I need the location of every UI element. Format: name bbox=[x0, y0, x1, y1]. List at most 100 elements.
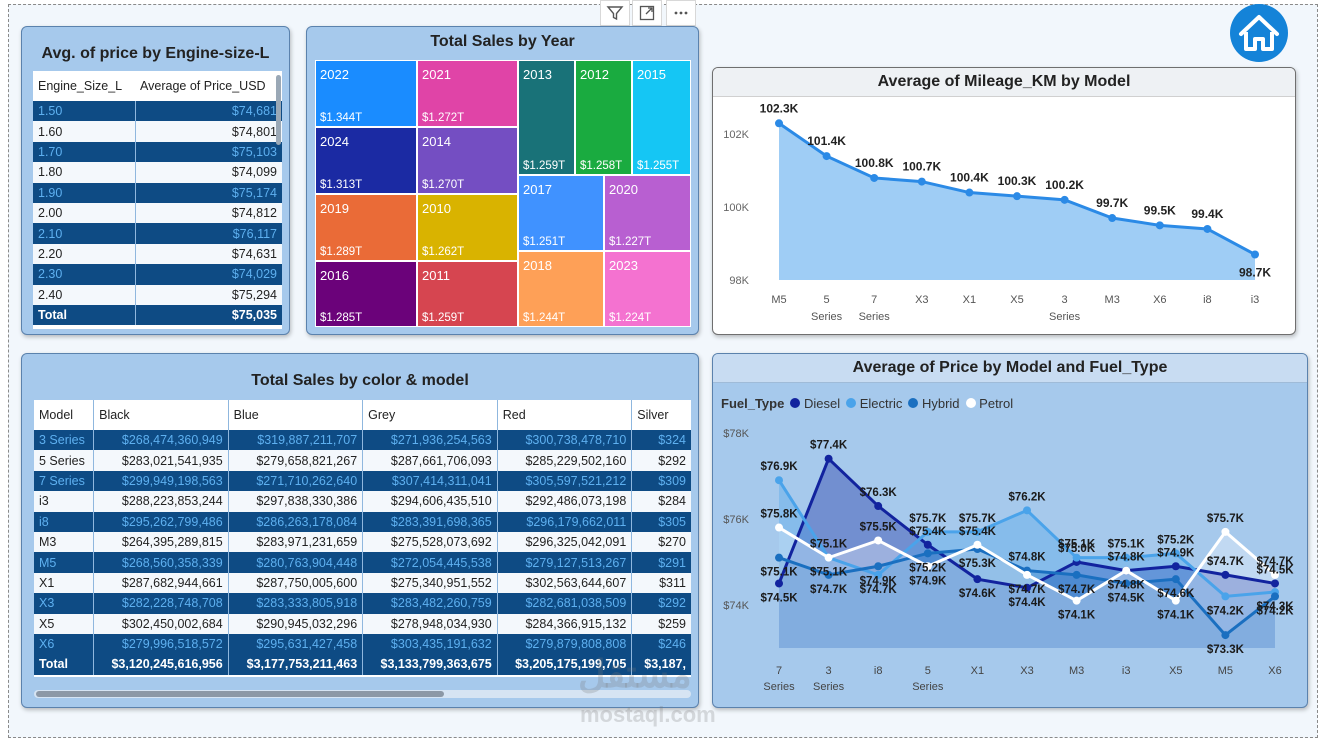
table-row[interactable]: i8 $295,262,799,486 $286,263,178,084 $283,3… bbox=[34, 511, 691, 532]
point-electric[interactable] bbox=[1023, 506, 1031, 515]
legend-electric[interactable]: Electric bbox=[846, 396, 902, 411]
mileage-point[interactable] bbox=[917, 177, 926, 186]
treemap-cell-2022[interactable]: 2022 $1.344T bbox=[315, 60, 417, 127]
table-row[interactable]: X5 $302,450,002,684 $290,945,032,296 $278,9… bbox=[34, 613, 691, 634]
point-electric[interactable] bbox=[775, 476, 783, 485]
point-petrol[interactable] bbox=[923, 562, 932, 571]
filter-icon[interactable] bbox=[600, 0, 630, 26]
home-button[interactable] bbox=[1230, 4, 1288, 62]
col-header-grey[interactable]: Grey bbox=[362, 400, 498, 430]
point-petrol[interactable] bbox=[874, 536, 883, 545]
mileage-point[interactable] bbox=[965, 188, 974, 197]
point-petrol[interactable] bbox=[775, 523, 783, 532]
col-average-price[interactable]: Average of Price_USD bbox=[140, 79, 266, 93]
mileage-point[interactable] bbox=[1251, 250, 1259, 259]
mileage-point[interactable] bbox=[1060, 195, 1069, 204]
mileage-point[interactable] bbox=[822, 152, 831, 161]
col-engine-size[interactable]: Engine_Size_L bbox=[38, 79, 123, 93]
treemap-cell-2012[interactable]: 2012 $1.258T bbox=[575, 60, 632, 175]
engine-size-table[interactable]: Engine_Size_L Average of Price_USD 1.50 $… bbox=[33, 71, 282, 329]
point-petrol[interactable] bbox=[1023, 570, 1031, 579]
point-hybrid[interactable] bbox=[1171, 575, 1180, 584]
point-petrol[interactable] bbox=[824, 553, 833, 562]
point-electric[interactable] bbox=[973, 527, 982, 536]
point-petrol[interactable] bbox=[1072, 596, 1081, 605]
treemap-cell-2019[interactable]: 2019 $1.289T bbox=[315, 194, 417, 261]
table-row[interactable]: M5 $268,560,358,339 $280,763,904,448 $272,0… bbox=[34, 552, 691, 573]
table-row[interactable]: 3 Series $268,474,360,949 $319,887,211,707… bbox=[34, 430, 691, 451]
treemap-cell-2016[interactable]: 2016 $1.285T bbox=[315, 261, 417, 327]
point-petrol[interactable] bbox=[1122, 566, 1131, 575]
color-model-table[interactable]: Model Black Blue Grey Red Silver 3 Series $268… bbox=[34, 400, 691, 677]
point-electric[interactable] bbox=[1171, 549, 1180, 558]
treemap-cell-2010[interactable]: 2010 $1.262T bbox=[417, 194, 518, 261]
legend-petrol[interactable]: Petrol bbox=[965, 396, 1013, 411]
col-header-blue[interactable]: Blue bbox=[227, 400, 363, 430]
point-hybrid[interactable] bbox=[1271, 592, 1279, 601]
point-hybrid[interactable] bbox=[1122, 579, 1131, 588]
treemap-cell-2017[interactable]: 2017 $1.251T bbox=[518, 175, 604, 251]
treemap-cell-2015[interactable]: 2015 $1.255T bbox=[632, 60, 691, 175]
more-options-icon[interactable] bbox=[666, 0, 696, 26]
point-hybrid[interactable] bbox=[775, 553, 783, 562]
table-row[interactable]: X3 $282,228,748,708 $283,333,805,918 $283,4… bbox=[34, 593, 691, 614]
table-row[interactable]: X6 $279,996,518,572 $295,631,427,458 $303,4… bbox=[34, 633, 691, 655]
point-diesel[interactable] bbox=[1171, 562, 1180, 571]
point-hybrid[interactable] bbox=[1221, 631, 1230, 640]
treemap-cell-2011[interactable]: 2011 $1.259T bbox=[417, 261, 518, 327]
mileage-point[interactable] bbox=[1013, 192, 1021, 201]
point-diesel[interactable] bbox=[824, 454, 833, 463]
point-petrol[interactable] bbox=[1271, 570, 1279, 579]
table-scrollbar[interactable] bbox=[276, 75, 281, 145]
point-hybrid[interactable] bbox=[1072, 570, 1081, 579]
point-hybrid[interactable] bbox=[923, 549, 932, 558]
legend-diesel[interactable]: Diesel bbox=[790, 396, 840, 411]
point-diesel[interactable] bbox=[874, 502, 883, 511]
point-diesel[interactable] bbox=[1023, 583, 1031, 592]
point-hybrid[interactable] bbox=[874, 562, 883, 571]
point-petrol[interactable] bbox=[1221, 527, 1230, 536]
x-tick-label: M5 bbox=[1218, 665, 1233, 677]
point-petrol[interactable] bbox=[1171, 596, 1180, 605]
col-header-model[interactable]: Model bbox=[39, 408, 74, 422]
mileage-area bbox=[779, 123, 1255, 281]
point-electric[interactable] bbox=[1221, 592, 1230, 601]
treemap-cell-2024[interactable]: 2024 $1.313T bbox=[315, 127, 417, 194]
treemap-cell-2021[interactable]: 2021 $1.272T bbox=[417, 60, 518, 127]
treemap-cell-2013[interactable]: 2013 $1.259T bbox=[518, 60, 575, 175]
focus-mode-icon[interactable] bbox=[632, 0, 662, 26]
horizontal-scrollbar-thumb[interactable] bbox=[36, 691, 444, 697]
x-tick-label: Series bbox=[912, 681, 944, 693]
legend-hybrid[interactable]: Hybrid bbox=[908, 396, 960, 411]
table-cell: $303,435,191,632 bbox=[362, 633, 498, 655]
mileage-point[interactable] bbox=[1203, 224, 1212, 233]
point-petrol[interactable] bbox=[973, 540, 982, 549]
mileage-point[interactable] bbox=[870, 173, 879, 182]
point-hybrid[interactable] bbox=[824, 570, 833, 579]
mileage-point[interactable] bbox=[775, 119, 783, 128]
point-diesel[interactable] bbox=[973, 575, 982, 584]
table-row[interactable]: 7 Series $299,949,198,563 $271,710,262,640… bbox=[34, 470, 691, 492]
table-row[interactable]: i3 $288,223,853,244 $297,838,330,386 $294,6… bbox=[34, 491, 691, 512]
point-diesel[interactable] bbox=[1271, 579, 1279, 588]
treemap-cell-2020[interactable]: 2020 $1.227T bbox=[604, 175, 691, 251]
col-header-black[interactable]: Black bbox=[93, 400, 229, 430]
point-diesel[interactable] bbox=[1221, 570, 1230, 579]
point-electric[interactable] bbox=[1072, 553, 1081, 562]
horizontal-scrollbar[interactable] bbox=[34, 690, 691, 698]
treemap-cell-2023[interactable]: 2023 $1.224T bbox=[604, 251, 691, 327]
col-header-red[interactable]: Red bbox=[496, 400, 632, 430]
treemap-cell-2018[interactable]: 2018 $1.244T bbox=[518, 251, 604, 327]
point-electric[interactable] bbox=[874, 570, 883, 579]
mileage-point[interactable] bbox=[1155, 221, 1164, 230]
col-header-silver[interactable]: Silver bbox=[631, 400, 691, 430]
treemap-cell-2014[interactable]: 2014 $1.270T bbox=[417, 127, 518, 194]
table-row[interactable]: M3 $264,395,289,815 $283,971,231,659 $275,5… bbox=[34, 531, 691, 553]
table-row[interactable]: 5 Series $283,021,541,935 $279,658,821,267… bbox=[34, 450, 691, 471]
point-electric[interactable] bbox=[923, 527, 932, 536]
point-electric[interactable] bbox=[1122, 553, 1131, 562]
point-diesel[interactable] bbox=[923, 540, 932, 549]
table-row[interactable]: X1 $287,682,944,661 $287,750,005,600 $275,3… bbox=[34, 572, 691, 594]
mileage-point[interactable] bbox=[1108, 214, 1117, 223]
point-diesel[interactable] bbox=[775, 579, 783, 588]
